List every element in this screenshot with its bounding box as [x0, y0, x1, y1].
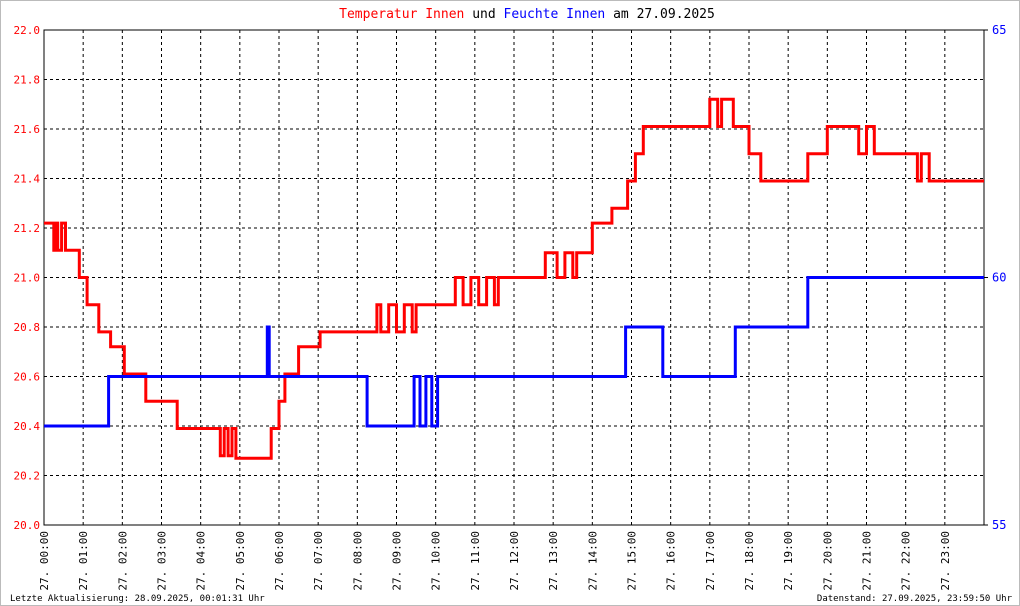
x-tick-label: 27. 07:00 — [312, 531, 325, 591]
series-line — [44, 276, 984, 428]
x-tick-label: 27. 23:00 — [939, 531, 952, 591]
x-tick-label: 27. 22:00 — [900, 531, 913, 591]
y-tick-label: 21.4 — [14, 173, 41, 186]
x-tick-label: 27. 06:00 — [273, 531, 286, 591]
y-tick-label: 21.8 — [14, 74, 41, 87]
x-tick-label: 27. 16:00 — [665, 531, 678, 591]
x-tick-label: 27. 18:00 — [743, 531, 756, 591]
y2-tick-label: 65 — [992, 23, 1006, 37]
y-tick-label: 22.0 — [14, 24, 41, 37]
x-tick-label: 27. 17:00 — [704, 531, 717, 591]
y2-tick-label: 55 — [992, 518, 1006, 532]
title-series-1: Temperatur Innen — [339, 7, 464, 22]
x-tick-label: 27. 11:00 — [469, 531, 482, 591]
title-series-2: Feuchte Innen — [504, 7, 606, 22]
y-tick-label: 20.0 — [14, 519, 41, 532]
x-tick-label: 27. 05:00 — [234, 531, 247, 591]
x-tick-label: 27. 15:00 — [626, 531, 639, 591]
y-tick-label: 21.2 — [14, 222, 41, 235]
x-tick-label: 27. 09:00 — [391, 531, 404, 591]
y-tick-label: 21.6 — [14, 123, 41, 136]
title-suffix: am 27.09.2025 — [613, 7, 715, 22]
x-tick-label: 27. 08:00 — [351, 531, 364, 591]
footer-left: Letzte Aktualisierung: 28.09.2025, 00:01… — [10, 594, 265, 604]
footer-right: Datenstand: 27.09.2025, 23:59:50 Uhr — [817, 594, 1013, 604]
x-tick-label: 27. 21:00 — [861, 531, 874, 591]
x-tick-label: 27. 00:00 — [38, 531, 51, 591]
y-tick-label: 20.8 — [14, 321, 41, 334]
title-joiner: und — [472, 7, 495, 22]
x-tick-label: 27. 02:00 — [116, 531, 129, 591]
y2-tick-label: 60 — [992, 271, 1006, 285]
x-tick-label: 27. 03:00 — [156, 531, 169, 591]
x-tick-label: 27. 12:00 — [508, 531, 521, 591]
y-tick-label: 21.0 — [14, 272, 41, 285]
x-tick-label: 27. 19:00 — [782, 531, 795, 591]
y-tick-label: 20.2 — [14, 470, 41, 483]
chart-title: Temperatur Innen und Feuchte Innen am 27… — [339, 7, 715, 22]
x-tick-label: 27. 01:00 — [77, 531, 90, 591]
x-tick-label: 27. 20:00 — [821, 531, 834, 591]
x-tick-label: 27. 14:00 — [586, 531, 599, 591]
x-tick-label: 27. 04:00 — [195, 531, 208, 591]
x-tick-label: 27. 10:00 — [430, 531, 443, 591]
x-tick-label: 27. 13:00 — [547, 531, 560, 591]
y-tick-label: 20.6 — [14, 371, 41, 384]
series-line — [44, 97, 984, 460]
y-tick-label: 20.4 — [14, 420, 41, 433]
